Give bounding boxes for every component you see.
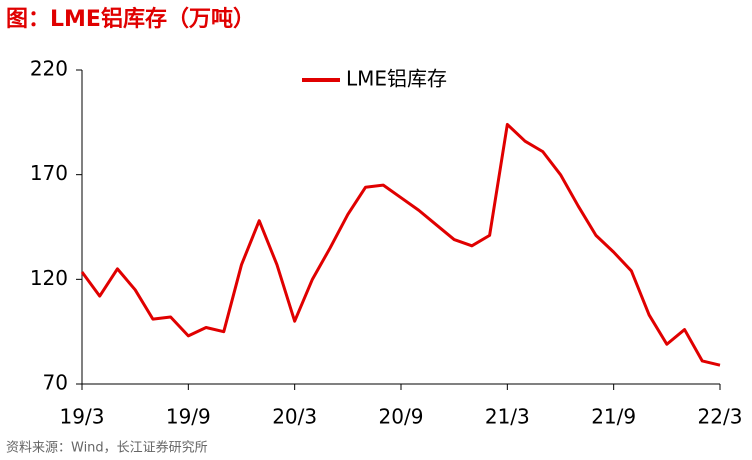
x-tick-label: 19/9 bbox=[166, 405, 211, 429]
y-tick-label: 220 bbox=[30, 57, 68, 81]
x-tick-label: 19/3 bbox=[60, 405, 105, 429]
y-tick-label: 170 bbox=[30, 161, 68, 185]
x-tick-label: 21/3 bbox=[485, 405, 530, 429]
x-tick-label: 20/3 bbox=[272, 405, 317, 429]
data-line bbox=[80, 122, 721, 367]
source-note: 资料来源：Wind，长江证券研究所 bbox=[6, 440, 208, 456]
y-tick-label: 120 bbox=[30, 266, 68, 290]
legend-label: LME铝库存 bbox=[346, 67, 447, 91]
y-tick-label: 70 bbox=[43, 371, 68, 395]
x-tick-label: 20/9 bbox=[379, 405, 424, 429]
x-tick-label: 21/9 bbox=[591, 405, 636, 429]
chart-title: 图：LME铝库存（万吨） bbox=[6, 6, 255, 32]
x-tick-label: 22/3 bbox=[698, 405, 743, 429]
